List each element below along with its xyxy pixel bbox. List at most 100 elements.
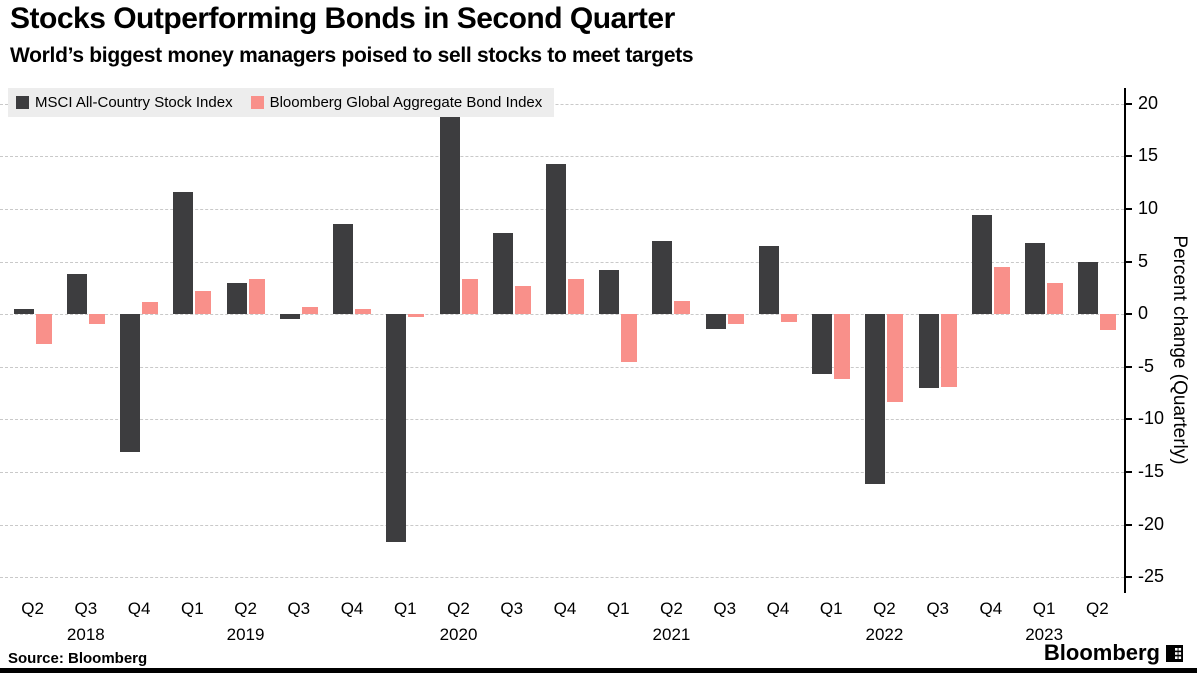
- x-year-label: 2023: [1025, 625, 1064, 644]
- x-tick-label: Q1: [180, 599, 204, 618]
- legend: MSCI All-Country Stock Index Bloomberg G…: [8, 88, 555, 117]
- x-year-label: 2022: [865, 625, 904, 644]
- legend-label-bond: Bloomberg Global Aggregate Bond Index: [269, 94, 543, 111]
- bond-series-swatch-icon: [250, 96, 264, 109]
- x-tick-label: Q1: [393, 599, 417, 618]
- bar-bond: [514, 285, 531, 315]
- stock-series-swatch-icon: [16, 96, 29, 109]
- bar-stock: [812, 314, 833, 375]
- bar-stock: [546, 163, 566, 315]
- y-tick-label: 0: [1138, 303, 1149, 324]
- y-tick-label: -25: [1138, 566, 1165, 587]
- legend-item-stock: MSCI All-Country Stock Index: [16, 94, 233, 111]
- y-axis-tick: [1124, 260, 1132, 263]
- bar-stock: [1078, 261, 1099, 315]
- gridline: [0, 419, 1124, 421]
- x-tick-label: Q3: [926, 599, 949, 618]
- bar-bond: [355, 308, 372, 315]
- legend-label-stock: MSCI All-Country Stock Index: [35, 94, 233, 111]
- bar-bond: [780, 314, 797, 322]
- bar-bond: [301, 306, 318, 315]
- bar-bond: [674, 300, 691, 315]
- x-tick-label: Q3: [713, 599, 737, 618]
- y-axis-tick: [1124, 418, 1132, 421]
- bar-stock: [386, 314, 407, 543]
- x-year-label: 2019: [226, 625, 265, 644]
- bar-stock: [13, 308, 34, 315]
- bar-stock: [1025, 242, 1046, 315]
- bloomberg-wordmark: Bloomberg: [1043, 640, 1160, 665]
- x-tick-label: Q2: [21, 599, 44, 618]
- bar-bond: [1047, 282, 1064, 315]
- y-axis-tick: [1124, 155, 1132, 158]
- source-note: Source: Bloomberg: [8, 650, 148, 667]
- gridline: [0, 472, 1124, 473]
- x-tick-label: Q3: [74, 599, 98, 618]
- bar-stock: [599, 270, 620, 315]
- x-tick-label: Q1: [606, 599, 630, 618]
- bar-stock: [66, 274, 87, 315]
- x-year-label: 2020: [439, 625, 478, 644]
- gridline: [0, 103, 1124, 105]
- y-tick-label: 20: [1138, 92, 1159, 113]
- bottom-black-bar: [0, 668, 1197, 673]
- gridline: [0, 524, 1124, 526]
- x-tick-label: Q2: [234, 599, 257, 618]
- bar-stock: [758, 245, 779, 315]
- x-tick-label: Q4: [553, 599, 577, 618]
- bloomberg-mark-icon: [1166, 644, 1183, 662]
- gridline: [0, 314, 1124, 316]
- gridline: [0, 366, 1124, 368]
- bar-bond: [887, 314, 904, 402]
- bar-bond: [461, 279, 478, 315]
- bar-bond: [195, 291, 212, 315]
- y-axis-tick: [1124, 102, 1132, 105]
- bar-stock: [120, 314, 141, 452]
- bar-stock: [652, 240, 673, 315]
- x-tick-label: Q3: [287, 599, 311, 618]
- bar-bond: [88, 314, 105, 324]
- bar-stock: [279, 314, 300, 320]
- x-tick-label: Q1: [819, 599, 843, 618]
- x-tick-label: Q4: [979, 599, 1003, 618]
- bar-stock: [333, 223, 354, 315]
- bloomberg-logo: Bloomberg: [1044, 640, 1183, 666]
- y-tick-label: -5: [1138, 355, 1155, 376]
- y-tick-label: 5: [1138, 250, 1149, 271]
- y-axis-title: Percent change (Quarterly): [1169, 235, 1190, 465]
- bar-bond: [35, 314, 52, 344]
- y-axis-tick: [1124, 576, 1132, 579]
- bar-bond: [940, 314, 957, 387]
- y-tick-label: -15: [1138, 461, 1165, 481]
- x-tick-label: Q4: [127, 599, 151, 618]
- y-tick-label: 15: [1138, 145, 1159, 166]
- bar-bond: [1100, 314, 1117, 330]
- y-axis-tick: [1124, 313, 1132, 316]
- gridline: [0, 156, 1124, 158]
- x-tick-label: Q2: [660, 599, 683, 618]
- y-tick-label: -10: [1138, 408, 1165, 429]
- x-year-label: 2018: [66, 625, 105, 644]
- bar-bond: [568, 279, 584, 315]
- y-tick-label: -20: [1138, 513, 1165, 534]
- x-tick-label: Q1: [1032, 599, 1056, 618]
- bar-bond: [248, 279, 265, 315]
- bar-stock: [439, 117, 460, 315]
- y-axis-tick: [1124, 471, 1132, 473]
- y-tick-label: 10: [1138, 197, 1159, 218]
- bar-stock: [918, 314, 939, 388]
- bar-stock: [226, 282, 247, 315]
- x-tick-label: Q2: [873, 599, 896, 618]
- bar-bond: [993, 266, 1010, 315]
- bar-bond: [834, 314, 851, 380]
- bar-stock: [705, 314, 726, 329]
- gridline: [0, 577, 1124, 579]
- x-tick-label: Q4: [340, 599, 364, 618]
- bar-stock: [971, 215, 992, 315]
- bar-bond: [727, 314, 744, 324]
- bar-stock: [492, 233, 513, 315]
- x-tick-label: Q2: [447, 599, 470, 618]
- x-tick-label: Q2: [1086, 599, 1109, 618]
